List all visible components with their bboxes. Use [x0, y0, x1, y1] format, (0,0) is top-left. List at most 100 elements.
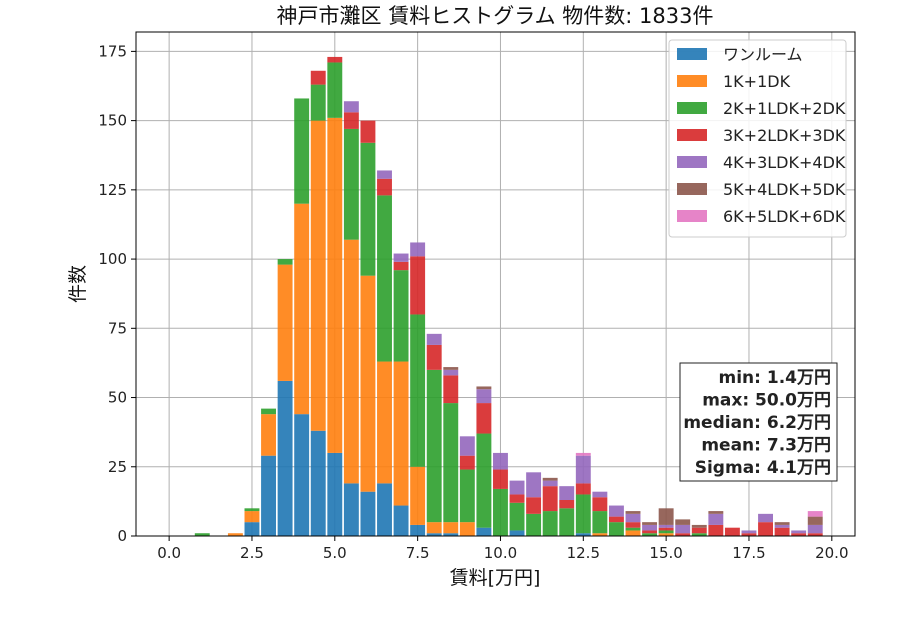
bar-segment [327, 117, 343, 453]
bars [194, 56, 823, 536]
bar-segment [559, 486, 575, 500]
bar-segment [410, 466, 426, 525]
legend-box [668, 39, 847, 238]
legend-label: 6K+5LDK+6DK [723, 207, 846, 226]
bar-segment [691, 524, 707, 528]
bar-segment [625, 511, 641, 514]
bar-segment [277, 259, 293, 265]
bar-segment [642, 533, 658, 536]
bar-segment [675, 533, 691, 536]
bar-segment [608, 505, 624, 517]
bar-segment [343, 101, 359, 113]
bar-segment [542, 486, 558, 512]
bar-segment [459, 436, 475, 456]
bar-segment [658, 527, 674, 531]
bar-segment [443, 369, 459, 376]
bar-segment [592, 533, 608, 536]
bar-segment [658, 524, 674, 528]
bar-segment [310, 70, 326, 85]
bar-segment [410, 256, 426, 315]
bar-segment [377, 195, 392, 362]
chart-title: 神戸市灘区 賃料ヒストグラム 物件数: 1833件 [277, 4, 714, 28]
bar-segment [227, 533, 243, 536]
stats-frame [679, 362, 838, 482]
legend-label: 3K+2LDK+3DK [723, 126, 846, 145]
bar-segment [509, 494, 525, 503]
bar-segment [377, 483, 392, 536]
bar-segment [426, 344, 442, 370]
bar-segment [807, 524, 823, 534]
stat-line: mean: 7.3万円 [701, 436, 831, 456]
bar-segment [343, 239, 359, 484]
bar-segment [426, 369, 442, 523]
bar-segment [493, 469, 508, 489]
y-tick-label: 50 [108, 389, 127, 407]
bar-segment [343, 112, 359, 129]
bar-segment [377, 361, 392, 484]
bar-segment [443, 375, 459, 404]
bar-segment [691, 533, 707, 536]
bar-segment [592, 511, 608, 534]
bar-segment [758, 522, 773, 536]
bar-segment [476, 403, 492, 434]
stat-line: Sigma: 4.1万円 [695, 458, 831, 478]
bar-segment [261, 455, 276, 536]
y-tick-label: 125 [98, 181, 127, 199]
legend-swatch [677, 156, 707, 168]
bar-segment [277, 380, 293, 536]
bar-segment [360, 120, 376, 143]
stat-line: median: 6.2万円 [683, 413, 831, 433]
bar-segment [708, 511, 724, 514]
bar-segment [360, 491, 376, 536]
x-tick-label: 7.5 [406, 544, 430, 562]
bar-segment [294, 203, 310, 415]
bar-segment [360, 275, 376, 492]
bar-segment [443, 522, 459, 534]
bar-segment [575, 483, 591, 495]
x-tick-label: 5.0 [323, 544, 347, 562]
bar-segment [675, 524, 691, 534]
bar-segment [791, 530, 807, 534]
bar-segment [542, 477, 558, 481]
legend: ワンルーム 1K+1DK 2K+1LDK+2DK 3K+2LDK+3DK 4K+3LDK… [668, 39, 847, 238]
bar-segment [691, 527, 707, 534]
bar-segment [459, 522, 475, 536]
bar-segment [277, 264, 293, 381]
legend-swatch [677, 183, 707, 195]
y-tick-label: 175 [98, 42, 127, 60]
bar-segment [509, 502, 525, 531]
bar-segment [774, 522, 790, 525]
bar-segment [642, 530, 658, 534]
bar-segment [509, 480, 525, 495]
bar-segment [625, 530, 641, 536]
x-axis-ticks: 0.0 2.5 5.0 7.5 10.0 12.5 15.0 17.5 20.0 [157, 536, 849, 562]
bar-segment [608, 522, 624, 536]
bar-segment [642, 524, 658, 531]
bar-segment [625, 513, 641, 523]
legend-swatch [677, 75, 707, 87]
bar-segment [493, 452, 508, 470]
bar-segment [459, 455, 475, 470]
bar-segment [542, 511, 558, 536]
bar-segment [393, 505, 409, 536]
bar-segment [526, 497, 542, 514]
x-tick-label: 0.0 [157, 544, 181, 562]
bar-segment [426, 522, 442, 534]
bar-segment [675, 519, 691, 525]
bar-segment [244, 508, 260, 512]
x-tick-label: 12.5 [567, 544, 600, 562]
bar-segment [575, 494, 591, 534]
x-tick-label: 2.5 [240, 544, 264, 562]
bar-segment [476, 433, 492, 528]
legend-label: 1K+1DK [723, 72, 791, 91]
bar-segment [310, 120, 326, 431]
bar-segment [393, 361, 409, 506]
legend-label: 4K+3LDK+4DK [723, 153, 846, 172]
bar-segment [327, 452, 343, 536]
bar-segment [807, 533, 823, 536]
legend-swatch [677, 210, 707, 222]
y-axis-ticks: 0 25 50 75 100 125 150 175 [98, 42, 136, 545]
bar-segment [509, 530, 525, 536]
x-axis-label: 賃料[万円] [450, 567, 541, 589]
